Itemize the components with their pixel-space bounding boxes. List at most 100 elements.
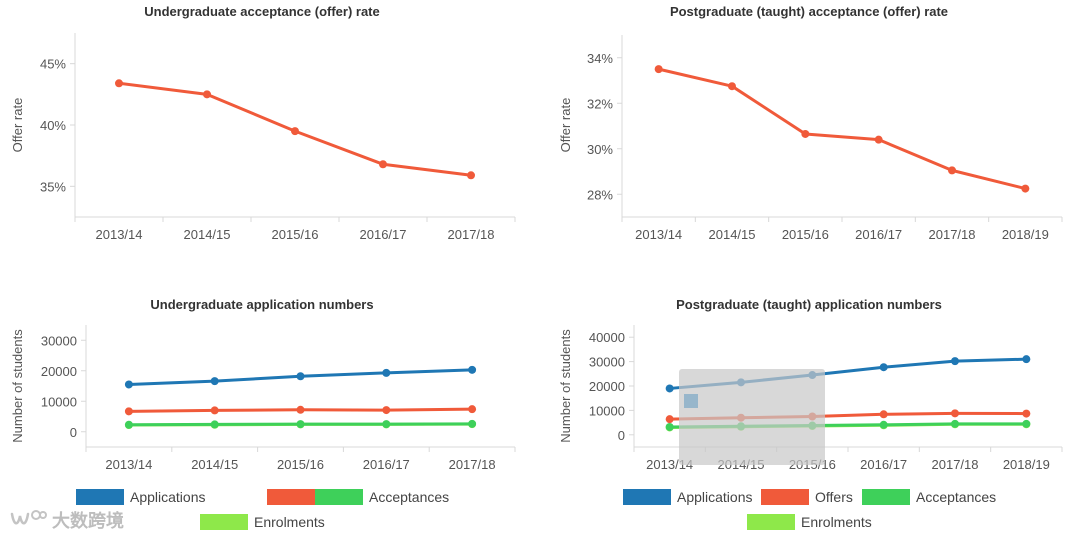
- x-tick-label: 2017/18: [932, 457, 979, 472]
- x-tick-label: 2018/19: [1003, 457, 1050, 472]
- x-tick-label: 2015/16: [272, 227, 319, 242]
- charts-canvas: Undergraduate acceptance (offer) rate Off…: [0, 0, 1080, 539]
- wechat-channel-icon: [8, 508, 48, 532]
- data-point: [728, 82, 736, 90]
- x-tick-label: 2014/15: [184, 227, 231, 242]
- data-point: [1022, 410, 1030, 418]
- y-tick-label: 35%: [40, 179, 66, 194]
- x-tick-label: 2014/15: [191, 457, 238, 472]
- chart-title: Undergraduate application numbers: [150, 297, 373, 312]
- x-tick-label: 2013/14: [105, 457, 152, 472]
- x-tick-label: 2017/18: [449, 457, 496, 472]
- data-point: [211, 377, 219, 385]
- legend-label: Enrolments: [254, 514, 325, 530]
- data-point: [382, 406, 390, 414]
- y-axis-label: Offer rate: [10, 98, 25, 153]
- y-tick-label: 0: [618, 428, 625, 443]
- data-point: [666, 423, 674, 431]
- y-tick-label: 0: [70, 425, 77, 440]
- legend-swatch: [315, 489, 363, 505]
- data-point: [801, 130, 809, 138]
- data-point: [948, 166, 956, 174]
- legend-label: Acceptances: [369, 489, 449, 505]
- data-point: [297, 372, 305, 380]
- y-axis-label: Number of students: [10, 329, 25, 443]
- data-point: [115, 79, 123, 87]
- data-point: [382, 420, 390, 428]
- y-tick-label: 20000: [41, 364, 77, 379]
- x-tick-label: 2018/19: [1002, 227, 1049, 242]
- data-point: [382, 369, 390, 377]
- x-tick-label: 2013/14: [635, 227, 682, 242]
- data-point: [125, 407, 133, 415]
- data-point: [666, 415, 674, 423]
- legend-label: Acceptances: [916, 489, 996, 505]
- series-line-offer-rate: [659, 69, 1026, 188]
- data-point: [655, 65, 663, 73]
- data-point: [379, 160, 387, 168]
- chart-title: Postgraduate (taught) application number…: [676, 297, 942, 312]
- tooltip-overlay: [679, 369, 825, 465]
- data-point: [211, 420, 219, 428]
- x-tick-label: 2017/18: [448, 227, 495, 242]
- x-tick-label: 2017/18: [929, 227, 976, 242]
- data-point: [297, 406, 305, 414]
- data-point: [125, 380, 133, 388]
- data-point: [1022, 420, 1030, 428]
- watermark-text: 大数跨境: [52, 507, 124, 533]
- x-tick-label: 2016/17: [363, 457, 410, 472]
- data-point: [468, 420, 476, 428]
- y-tick-label: 30000: [41, 333, 77, 348]
- y-tick-label: 30%: [587, 142, 613, 157]
- data-point: [468, 405, 476, 413]
- data-point: [666, 384, 674, 392]
- legend-swatch: [267, 489, 315, 505]
- data-point: [951, 357, 959, 365]
- x-tick-label: 2016/17: [860, 457, 907, 472]
- chart-title: Undergraduate acceptance (offer) rate: [144, 4, 380, 19]
- legend-swatch: [200, 514, 248, 530]
- data-point: [291, 127, 299, 135]
- y-tick-label: 40000: [589, 330, 625, 345]
- y-tick-label: 10000: [589, 403, 625, 418]
- data-point: [203, 90, 211, 98]
- x-tick-label: 2014/15: [709, 227, 756, 242]
- y-tick-label: 20000: [589, 379, 625, 394]
- data-point: [880, 363, 888, 371]
- legend-label: Applications: [677, 489, 753, 505]
- y-tick-label: 40%: [40, 118, 66, 133]
- x-tick-label: 2013/14: [96, 227, 143, 242]
- x-tick-label: 2016/17: [855, 227, 902, 242]
- y-axis-label: Offer rate: [558, 98, 573, 153]
- data-point: [875, 136, 883, 144]
- chart-1: Undergraduate acceptance (offer) rate Off…: [10, 4, 515, 242]
- tooltip-swatch: [684, 394, 698, 408]
- legend-label: Offers: [815, 489, 853, 505]
- y-tick-label: 34%: [587, 51, 613, 66]
- data-point: [125, 421, 133, 429]
- chart-3: Undergraduate application numbers Number …: [10, 297, 515, 530]
- data-point: [211, 406, 219, 414]
- legend-label: Enrolments: [801, 514, 872, 530]
- y-axis-label: Number of students: [558, 329, 573, 443]
- data-point: [1022, 355, 1030, 363]
- data-point: [297, 420, 305, 428]
- data-point: [880, 421, 888, 429]
- data-point: [951, 409, 959, 417]
- chart-2: Postgraduate (taught) acceptance (offer)…: [558, 4, 1062, 242]
- legend-swatch: [761, 489, 809, 505]
- legend-label: Applications: [130, 489, 206, 505]
- watermark: 大数跨境: [8, 506, 148, 534]
- data-point: [467, 171, 475, 179]
- y-tick-label: 30000: [589, 355, 625, 370]
- x-tick-label: 2016/17: [360, 227, 407, 242]
- legend-swatch: [623, 489, 671, 505]
- data-point: [880, 410, 888, 418]
- y-tick-label: 10000: [41, 394, 77, 409]
- x-tick-label: 2015/16: [277, 457, 324, 472]
- legend-swatch: [76, 489, 124, 505]
- chart-title: Postgraduate (taught) acceptance (offer)…: [670, 4, 948, 19]
- tooltip-box: [679, 369, 825, 465]
- y-tick-label: 32%: [587, 96, 613, 111]
- data-point: [468, 366, 476, 374]
